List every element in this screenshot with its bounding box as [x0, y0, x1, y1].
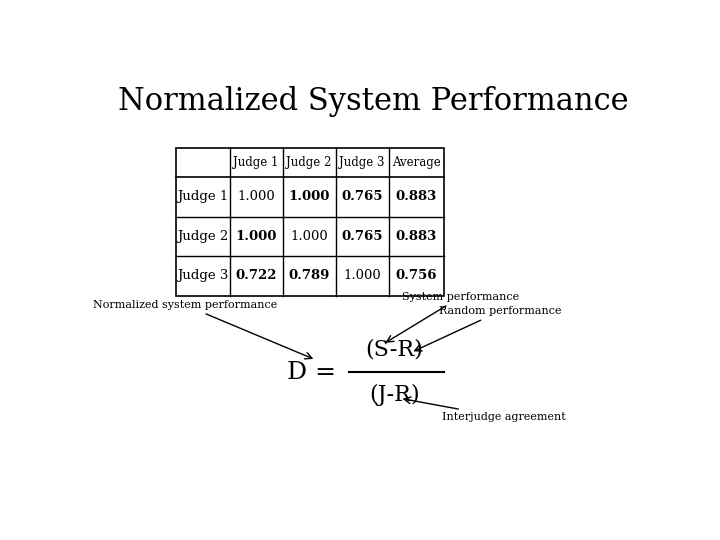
Text: D =: D = — [287, 361, 336, 384]
Text: Judge 1: Judge 1 — [233, 156, 279, 169]
Text: Normalized system performance: Normalized system performance — [93, 300, 312, 359]
Text: Normalized System Performance: Normalized System Performance — [118, 85, 629, 117]
Text: 0.883: 0.883 — [396, 190, 437, 204]
Text: 0.765: 0.765 — [341, 230, 383, 243]
Text: 1.000: 1.000 — [288, 190, 330, 204]
Text: 1.000: 1.000 — [237, 190, 275, 204]
Text: Random performance: Random performance — [415, 306, 562, 351]
Text: Judge 3: Judge 3 — [177, 269, 229, 282]
Text: 0.883: 0.883 — [396, 230, 437, 243]
Text: 0.789: 0.789 — [288, 269, 330, 282]
Text: 1.000: 1.000 — [235, 230, 276, 243]
Text: Judge 2: Judge 2 — [287, 156, 332, 169]
Text: Average: Average — [392, 156, 441, 169]
Text: 1.000: 1.000 — [343, 269, 381, 282]
Text: Judge 1: Judge 1 — [177, 190, 229, 204]
Text: System performance: System performance — [387, 292, 520, 342]
Text: (S-R): (S-R) — [365, 339, 423, 361]
Text: 0.765: 0.765 — [341, 190, 383, 204]
Text: 0.756: 0.756 — [396, 269, 437, 282]
Text: Judge 3: Judge 3 — [339, 156, 384, 169]
Text: 1.000: 1.000 — [290, 230, 328, 243]
Text: (J-R): (J-R) — [369, 384, 420, 407]
Text: Interjudge agreement: Interjudge agreement — [404, 397, 565, 422]
Text: 0.722: 0.722 — [235, 269, 276, 282]
Text: Judge 2: Judge 2 — [177, 230, 229, 243]
